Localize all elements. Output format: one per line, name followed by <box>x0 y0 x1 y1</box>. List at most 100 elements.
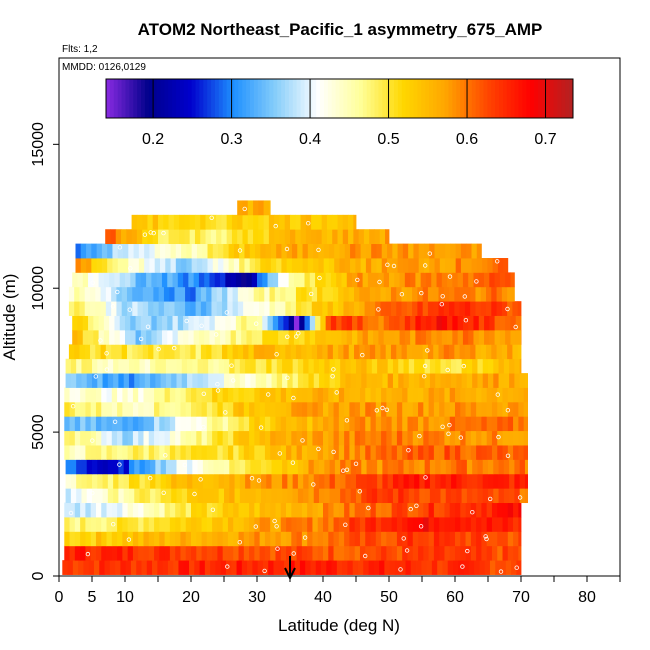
heatmap-cell <box>502 545 509 561</box>
sample-marker <box>266 392 271 397</box>
heatmap-cell <box>325 272 332 288</box>
heatmap-cell <box>477 473 484 489</box>
heatmap-cell <box>449 416 456 432</box>
colorbar-segment <box>518 79 523 118</box>
heatmap-cell <box>378 272 385 288</box>
heatmap-cell <box>72 560 79 575</box>
colorbar-tick-label: 0.5 <box>377 131 399 148</box>
colorbar-segment <box>339 79 344 118</box>
heatmap-cell <box>451 473 457 489</box>
heatmap-cell <box>465 502 472 518</box>
heatmap-cell <box>276 358 283 374</box>
heatmap-cell <box>417 301 424 316</box>
heatmap-cell <box>404 272 411 288</box>
heatmap-cell <box>455 430 461 446</box>
heatmap-cell <box>303 358 309 374</box>
heatmap-cell <box>359 517 366 532</box>
heatmap-cell <box>169 517 176 532</box>
heatmap-cell <box>296 416 303 432</box>
sample-marker <box>460 564 465 569</box>
heatmap-cell <box>132 387 139 403</box>
heatmap-cell <box>332 214 338 230</box>
heatmap-cell <box>173 560 179 575</box>
colorbar-segment <box>234 79 239 118</box>
heatmap-cell <box>370 430 377 446</box>
heatmap-cell <box>241 315 247 331</box>
heatmap-cell <box>127 430 134 446</box>
heatmap-cell <box>270 416 276 432</box>
heatmap-cell <box>132 430 139 446</box>
heatmap-cell <box>505 272 511 288</box>
colorbar-segment <box>491 79 496 118</box>
sample-marker <box>316 446 321 452</box>
heatmap-cell <box>423 445 429 460</box>
heatmap-cell <box>222 286 228 302</box>
heatmap-cell <box>196 387 202 403</box>
heatmap-cell <box>276 373 283 388</box>
heatmap-cell <box>210 229 217 245</box>
heatmap-cell <box>125 560 132 575</box>
heatmap-cell <box>497 387 503 403</box>
sample-marker <box>463 318 469 323</box>
heatmap-cell <box>408 358 415 374</box>
heatmap-cell <box>338 430 345 446</box>
heatmap-cell <box>122 401 129 417</box>
heatmap-cell <box>406 301 413 316</box>
heatmap-cell <box>130 560 137 575</box>
heatmap-cell <box>111 445 118 460</box>
sample-marker <box>439 302 444 307</box>
heatmap-cell <box>165 243 171 259</box>
heatmap-cell <box>503 258 509 273</box>
heatmap-cell <box>187 373 193 388</box>
heatmap-cell <box>270 401 276 417</box>
heatmap-cell <box>185 286 191 302</box>
heatmap-cell <box>418 416 424 432</box>
heatmap-cell <box>308 358 315 374</box>
heatmap-cell <box>460 517 466 532</box>
heatmap-cell <box>441 315 448 331</box>
heatmap-cell <box>98 272 105 288</box>
heatmap-cell <box>455 517 461 532</box>
heatmap-cell <box>292 473 299 489</box>
heatmap-cell <box>349 445 356 460</box>
heatmap-cell <box>112 243 119 259</box>
sample-marker <box>422 374 427 379</box>
heatmap-cell <box>227 416 234 432</box>
heatmap-cell <box>286 502 292 518</box>
heatmap-cell <box>255 373 262 388</box>
heatmap-cell <box>486 301 492 316</box>
heatmap-cell <box>319 373 325 388</box>
heatmap-cell <box>185 445 192 460</box>
heatmap-cell <box>243 445 250 460</box>
heatmap-cell <box>213 473 220 489</box>
heatmap-cell <box>326 214 333 230</box>
sample-marker <box>461 363 466 369</box>
heatmap-cell <box>438 344 445 360</box>
heatmap-cell <box>383 315 390 331</box>
heatmap-cell <box>325 329 332 345</box>
heatmap-cell <box>275 502 282 518</box>
sample-marker <box>343 522 348 527</box>
sample-marker <box>483 534 488 539</box>
heatmap-cell <box>266 373 272 388</box>
heatmap-cell <box>449 286 455 302</box>
heatmap-cell <box>431 329 437 345</box>
heatmap-cell <box>496 301 503 316</box>
heatmap-cell <box>497 258 504 273</box>
heatmap-cell <box>439 387 445 403</box>
heatmap-cell <box>88 315 94 331</box>
heatmap-cell <box>491 517 498 532</box>
heatmap-cell <box>225 315 231 331</box>
heatmap-cell <box>248 286 255 302</box>
heatmap-cell <box>200 344 207 360</box>
heatmap-cell <box>270 517 276 532</box>
heatmap-cell <box>494 329 501 345</box>
heatmap-cell <box>125 315 131 331</box>
heatmap-cell <box>125 272 131 288</box>
heatmap-cell <box>466 473 473 489</box>
colorbar-segment <box>448 79 453 118</box>
heatmap-cell <box>244 258 251 273</box>
heatmap-cell <box>174 286 181 302</box>
heatmap-cell <box>222 430 229 446</box>
heatmap-cell <box>398 358 404 374</box>
